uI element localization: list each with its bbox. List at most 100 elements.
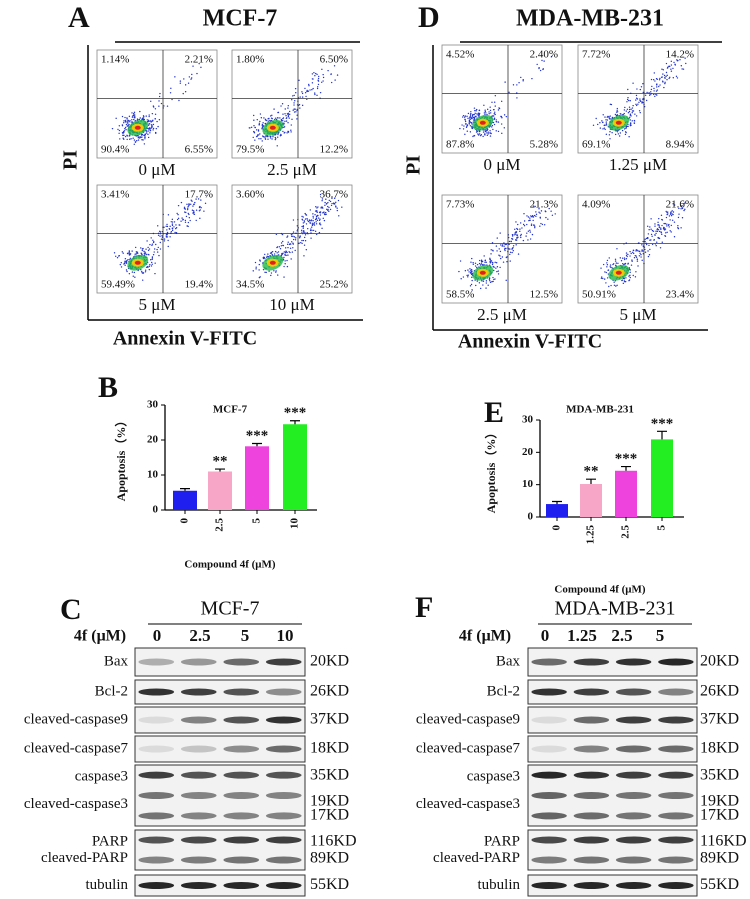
dot bbox=[677, 216, 680, 219]
dot bbox=[497, 109, 500, 111]
dot bbox=[120, 266, 123, 268]
quadrant-value: 1.14% bbox=[101, 54, 129, 66]
dot bbox=[284, 108, 286, 110]
significance: *** bbox=[246, 428, 269, 444]
dot bbox=[666, 225, 668, 227]
dot bbox=[539, 217, 542, 219]
dot bbox=[517, 223, 519, 226]
dot bbox=[141, 249, 143, 252]
dot bbox=[267, 135, 269, 138]
band bbox=[265, 745, 302, 753]
dot bbox=[501, 245, 503, 247]
dot bbox=[489, 109, 492, 112]
dot bbox=[177, 217, 180, 220]
dot bbox=[146, 130, 148, 133]
dot bbox=[287, 107, 289, 109]
dot bbox=[489, 106, 491, 108]
dot bbox=[338, 215, 340, 217]
dot bbox=[666, 211, 668, 214]
dot bbox=[617, 133, 620, 135]
dot bbox=[333, 202, 336, 205]
dot bbox=[147, 253, 149, 256]
dot bbox=[139, 137, 141, 139]
dot bbox=[668, 215, 671, 217]
dot bbox=[477, 134, 480, 136]
dot bbox=[188, 217, 191, 219]
dot bbox=[511, 237, 513, 240]
dot bbox=[495, 121, 498, 123]
dot bbox=[484, 110, 487, 113]
band bbox=[615, 658, 652, 666]
dot bbox=[543, 224, 546, 226]
dot bbox=[480, 134, 482, 136]
dot-plot: 4.09% 21.6%50.91% 23.4% bbox=[577, 194, 699, 304]
dot bbox=[669, 76, 671, 79]
dot bbox=[478, 259, 481, 262]
dot bbox=[475, 131, 478, 133]
dot bbox=[491, 101, 493, 104]
x-tick-label: 10 bbox=[289, 518, 301, 530]
dot bbox=[156, 251, 159, 253]
dot bbox=[135, 251, 138, 253]
dot bbox=[635, 103, 637, 106]
dot bbox=[458, 270, 460, 273]
dot bbox=[277, 251, 280, 253]
dot bbox=[284, 263, 286, 265]
dot bbox=[184, 221, 187, 223]
dot bbox=[644, 248, 646, 251]
dot bbox=[296, 230, 298, 232]
dot bbox=[627, 112, 630, 114]
dot bbox=[522, 239, 525, 242]
dot bbox=[271, 117, 273, 120]
dot bbox=[159, 241, 161, 244]
dot bbox=[141, 248, 144, 250]
dot bbox=[281, 120, 284, 122]
dot bbox=[142, 272, 145, 274]
dot bbox=[314, 230, 317, 233]
dot bbox=[660, 227, 662, 229]
dot bbox=[501, 256, 504, 258]
dot bbox=[259, 133, 261, 135]
dot bbox=[670, 211, 672, 213]
dot bbox=[136, 251, 139, 253]
dot bbox=[499, 250, 502, 253]
y-tick-label: 30 bbox=[147, 399, 159, 411]
dot bbox=[623, 128, 626, 130]
dot bbox=[200, 199, 202, 201]
dot bbox=[298, 79, 300, 82]
dot bbox=[284, 247, 287, 249]
band bbox=[573, 812, 610, 820]
dot bbox=[176, 218, 179, 221]
dot bbox=[634, 113, 636, 115]
dot bbox=[540, 222, 542, 225]
dot bbox=[469, 268, 471, 270]
dot bbox=[628, 136, 630, 138]
dot bbox=[316, 219, 319, 222]
significance: *** bbox=[615, 451, 638, 467]
dot bbox=[305, 223, 308, 225]
dot bbox=[264, 135, 267, 137]
dot bbox=[132, 114, 134, 117]
dot bbox=[175, 227, 177, 230]
dot bbox=[672, 77, 675, 79]
dot bbox=[627, 263, 629, 265]
band bbox=[658, 812, 694, 820]
dot bbox=[304, 218, 307, 220]
dot bbox=[271, 251, 274, 253]
dot bbox=[174, 76, 176, 78]
kd-label: 19KD bbox=[700, 792, 739, 809]
dot bbox=[290, 124, 292, 126]
dot bbox=[636, 104, 638, 107]
dot bbox=[623, 257, 626, 259]
error-bar bbox=[621, 465, 631, 471]
dot bbox=[127, 135, 129, 137]
dot bbox=[509, 253, 511, 256]
dot bbox=[307, 227, 309, 230]
dot bbox=[124, 262, 126, 264]
dot bbox=[534, 225, 536, 227]
dot bbox=[135, 135, 137, 137]
dot bbox=[171, 223, 174, 225]
dot-plot: 4.52% 2.40%87.8% 5.28% bbox=[441, 44, 563, 154]
dot bbox=[284, 254, 286, 256]
band bbox=[573, 658, 610, 666]
